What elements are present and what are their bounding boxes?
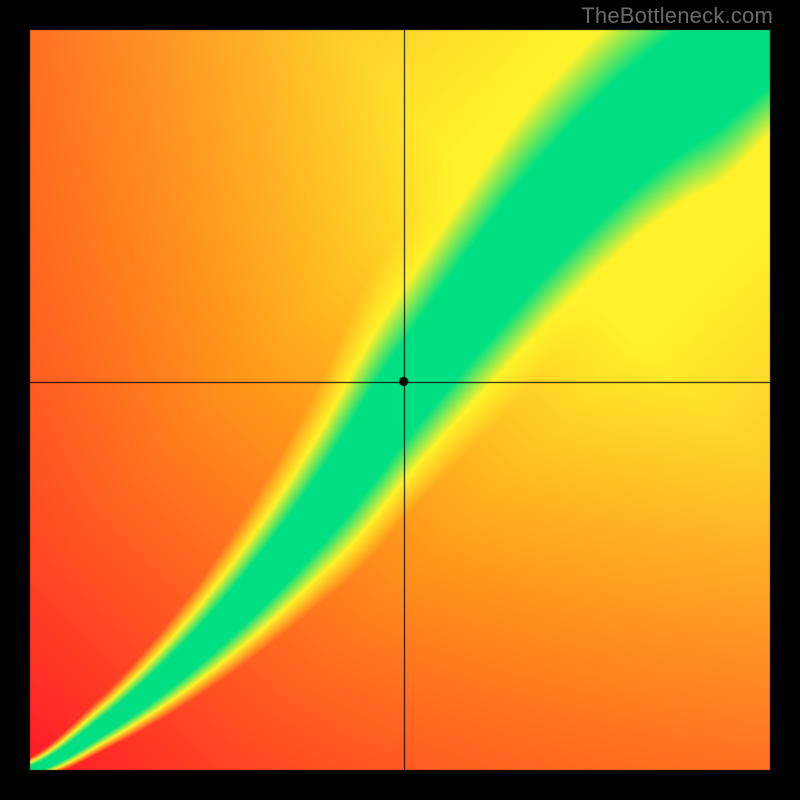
chart-container: TheBottleneck.com (0, 0, 800, 800)
bottleneck-heatmap (0, 0, 800, 800)
